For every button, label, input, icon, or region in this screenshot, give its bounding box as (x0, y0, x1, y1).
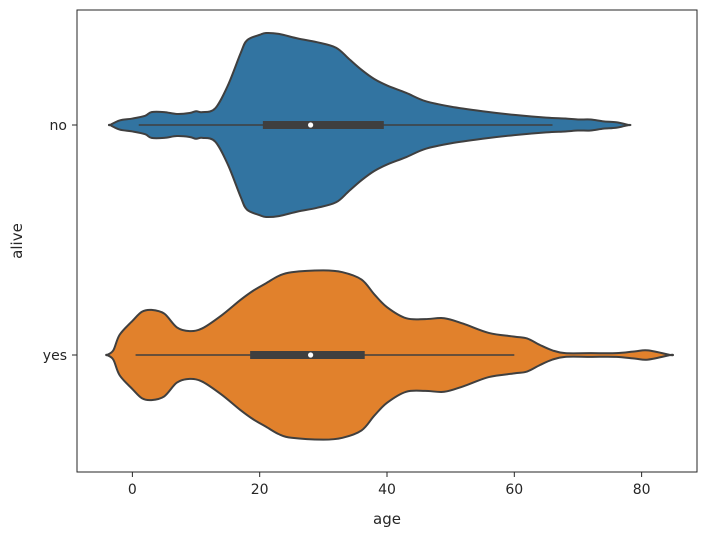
y-axis: no yes (43, 118, 77, 364)
x-tick-label-20: 20 (251, 482, 269, 498)
y-axis-label: alive (8, 223, 26, 259)
y-tick-label-no: no (50, 118, 67, 134)
median-marker-no (308, 122, 314, 128)
x-tick-label-0: 0 (128, 482, 137, 498)
y-tick-label-yes: yes (43, 348, 67, 364)
x-axis-label: age (373, 510, 401, 528)
x-tick-label-60: 60 (505, 482, 523, 498)
median-marker-yes (308, 352, 314, 358)
plot-area (105, 31, 675, 441)
x-tick-label-40: 40 (378, 482, 396, 498)
iqr-box-yes (250, 351, 365, 359)
iqr-box-no (262, 121, 384, 129)
x-axis: 0 20 40 60 80 (128, 472, 651, 498)
x-tick-label-80: 80 (633, 482, 651, 498)
